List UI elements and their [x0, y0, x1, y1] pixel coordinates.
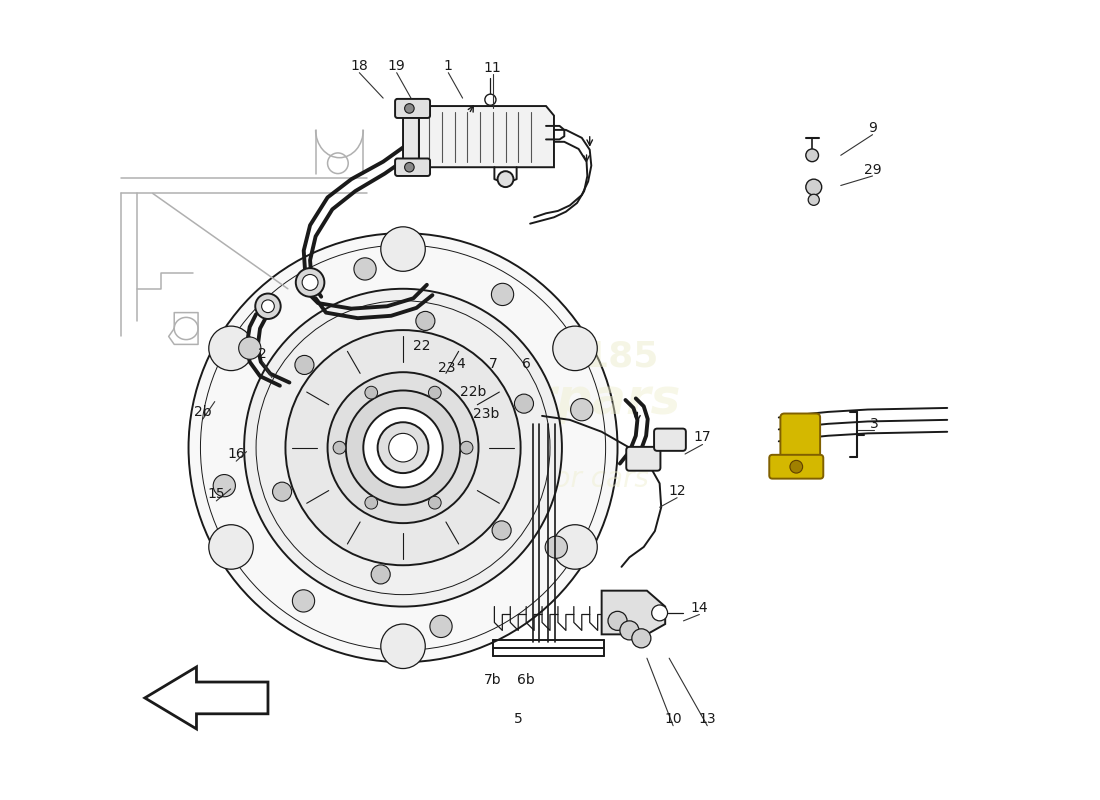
- Circle shape: [388, 434, 417, 462]
- Text: 17: 17: [694, 430, 712, 444]
- Circle shape: [354, 258, 376, 280]
- Circle shape: [273, 482, 292, 502]
- Text: 185: 185: [584, 339, 659, 374]
- FancyBboxPatch shape: [395, 158, 430, 176]
- Text: 9: 9: [868, 122, 877, 135]
- Circle shape: [371, 565, 390, 584]
- Circle shape: [255, 294, 280, 319]
- Text: 2: 2: [258, 347, 267, 361]
- Circle shape: [405, 162, 414, 172]
- Text: 15: 15: [208, 486, 226, 501]
- Circle shape: [296, 268, 324, 297]
- Circle shape: [429, 386, 441, 399]
- Text: 13: 13: [698, 712, 716, 726]
- FancyBboxPatch shape: [780, 414, 821, 467]
- Circle shape: [806, 149, 818, 162]
- Text: 14: 14: [691, 601, 708, 615]
- Text: 29: 29: [864, 162, 881, 177]
- Text: eurocarpars: eurocarpars: [340, 376, 681, 424]
- Circle shape: [571, 398, 593, 421]
- Polygon shape: [602, 590, 666, 634]
- Text: 23b: 23b: [473, 407, 499, 422]
- FancyBboxPatch shape: [769, 455, 823, 478]
- Text: 5: 5: [514, 712, 522, 726]
- Circle shape: [790, 460, 803, 473]
- Circle shape: [295, 355, 313, 374]
- Circle shape: [365, 386, 377, 399]
- Text: 19: 19: [388, 59, 406, 74]
- Circle shape: [209, 525, 253, 570]
- Text: 7b: 7b: [484, 673, 502, 686]
- FancyBboxPatch shape: [626, 447, 660, 470]
- Text: 6b: 6b: [517, 673, 535, 686]
- Circle shape: [651, 605, 668, 621]
- Circle shape: [620, 621, 639, 640]
- Circle shape: [345, 390, 460, 505]
- Circle shape: [213, 474, 235, 497]
- Circle shape: [492, 521, 512, 540]
- Circle shape: [631, 629, 651, 648]
- Circle shape: [381, 227, 426, 271]
- Circle shape: [293, 590, 315, 612]
- Circle shape: [328, 372, 478, 523]
- Circle shape: [497, 171, 514, 187]
- Circle shape: [286, 330, 520, 566]
- Circle shape: [430, 615, 452, 638]
- Text: 16: 16: [228, 447, 245, 461]
- Circle shape: [365, 496, 377, 509]
- FancyBboxPatch shape: [654, 429, 686, 451]
- Text: 18: 18: [351, 59, 369, 74]
- Text: 11: 11: [484, 61, 502, 75]
- Circle shape: [381, 624, 426, 669]
- Circle shape: [553, 525, 597, 570]
- Circle shape: [416, 311, 434, 330]
- Text: 23: 23: [438, 362, 455, 375]
- Text: 2b: 2b: [194, 405, 211, 419]
- Circle shape: [806, 179, 822, 195]
- Text: 4: 4: [456, 358, 465, 371]
- Circle shape: [377, 422, 429, 473]
- Circle shape: [553, 326, 597, 370]
- Circle shape: [460, 442, 473, 454]
- Circle shape: [188, 233, 617, 662]
- Text: a passion for cars: a passion for cars: [404, 466, 649, 494]
- Text: 10: 10: [664, 712, 682, 726]
- Text: 7: 7: [488, 358, 497, 371]
- Circle shape: [546, 536, 568, 558]
- Circle shape: [302, 274, 318, 290]
- Circle shape: [363, 408, 442, 487]
- Polygon shape: [419, 106, 554, 167]
- Circle shape: [244, 289, 562, 606]
- Circle shape: [808, 194, 820, 206]
- Circle shape: [333, 442, 345, 454]
- Text: 12: 12: [669, 484, 686, 498]
- Circle shape: [262, 300, 274, 313]
- Circle shape: [515, 394, 534, 413]
- FancyArrow shape: [145, 667, 268, 729]
- Text: 22: 22: [412, 339, 430, 353]
- Text: 3: 3: [870, 417, 879, 431]
- Text: 1: 1: [444, 59, 453, 74]
- Circle shape: [209, 326, 253, 370]
- Circle shape: [485, 94, 496, 106]
- Circle shape: [492, 283, 514, 306]
- Circle shape: [239, 337, 261, 359]
- Circle shape: [405, 104, 414, 114]
- Text: 6: 6: [521, 358, 530, 371]
- Circle shape: [608, 611, 627, 630]
- Circle shape: [429, 496, 441, 509]
- Polygon shape: [403, 106, 419, 167]
- FancyBboxPatch shape: [395, 99, 430, 118]
- Text: 22b: 22b: [460, 385, 486, 399]
